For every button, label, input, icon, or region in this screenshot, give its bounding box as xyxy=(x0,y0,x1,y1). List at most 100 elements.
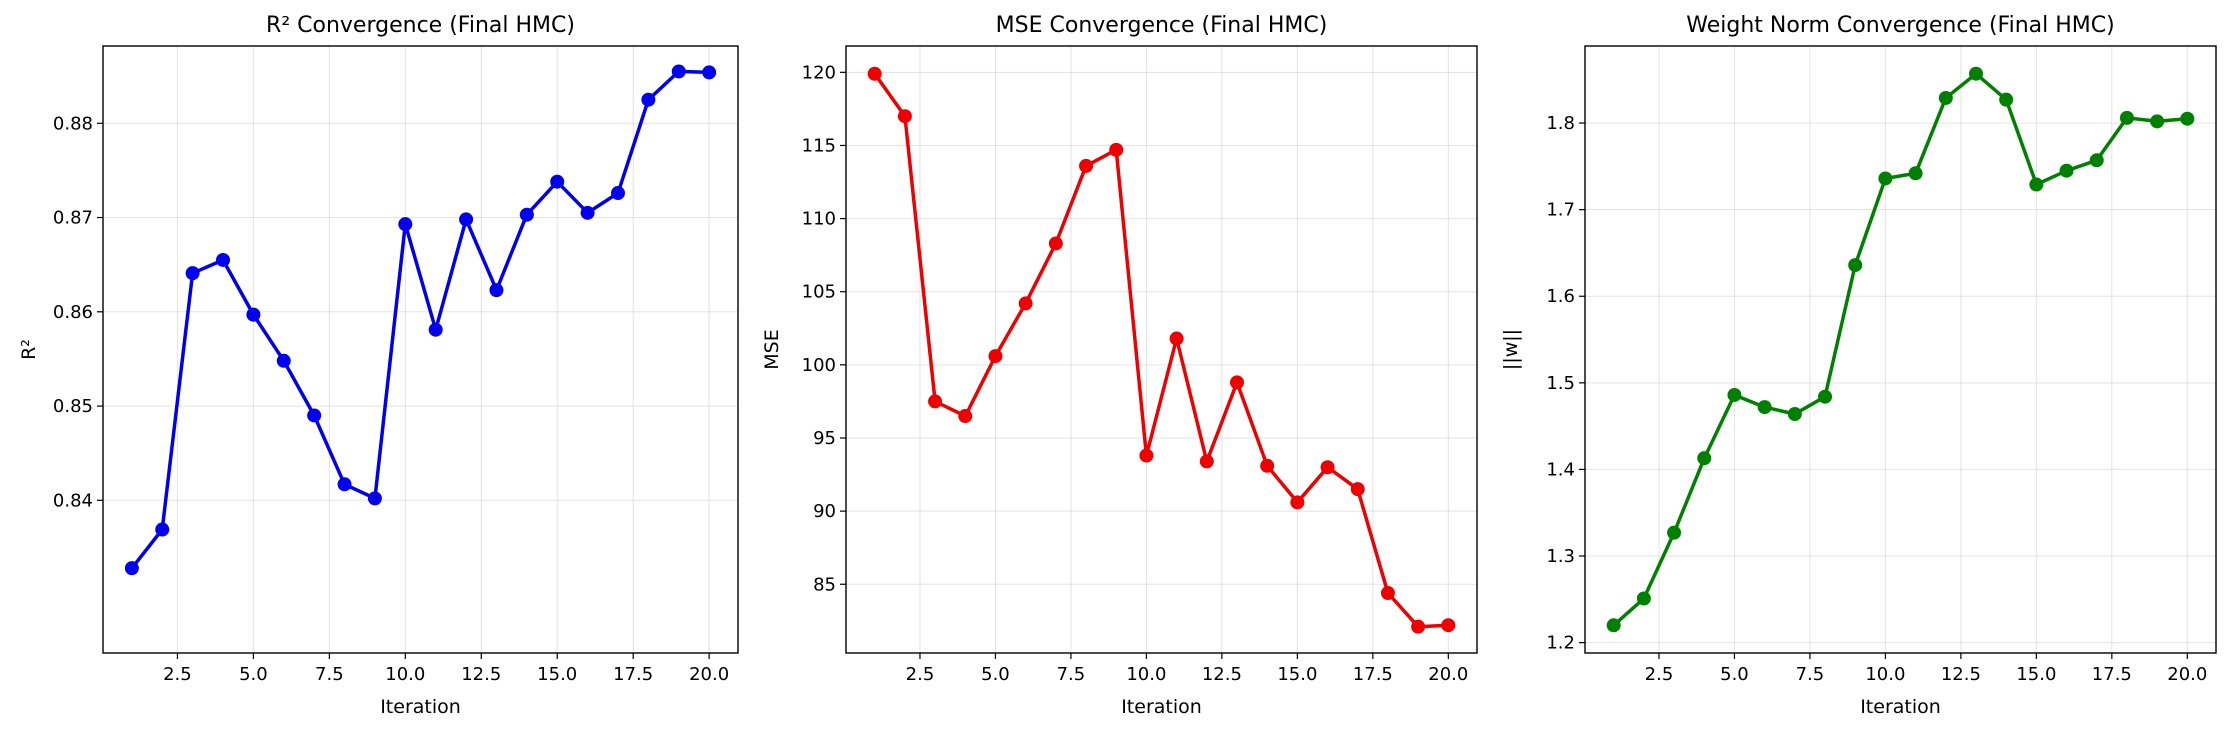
data-point xyxy=(1848,258,1863,273)
data-point xyxy=(2180,111,2195,126)
data-point xyxy=(1938,90,1953,105)
x-tick-label: 20.0 xyxy=(689,664,729,685)
x-tick-label: 7.5 xyxy=(315,664,344,685)
data-point xyxy=(1169,331,1184,346)
series-line xyxy=(130,69,710,570)
data-point xyxy=(928,394,943,409)
grid xyxy=(846,46,1477,653)
data-point xyxy=(1727,387,1742,402)
y-tick-label: 1.8 xyxy=(1546,113,1575,134)
data-point xyxy=(580,205,595,220)
x-axis-label: Iteration xyxy=(380,696,461,718)
data-point xyxy=(398,217,413,232)
x-tick-label: 15.0 xyxy=(537,664,577,685)
y-tick-label: 115 xyxy=(802,135,836,156)
data-point xyxy=(1380,586,1395,601)
y-tick-label: 100 xyxy=(802,355,836,376)
x-tick-label: 17.5 xyxy=(613,664,653,685)
y-tick-label: 1.5 xyxy=(1546,373,1575,394)
grid xyxy=(1585,46,2216,653)
chart-weight-norm-convergence: Weight Norm Convergence (Final HMC) Iter… xyxy=(1500,13,2217,718)
x-axis-label: Iteration xyxy=(1121,696,1202,718)
y-tick-label: 1.6 xyxy=(1546,286,1575,307)
ticks: 2.5 5.0 7.5 10.0 12.5 15.0 17.5 20.0 0.84 0.85 0.8… xyxy=(53,113,729,685)
y-tick-label: 1.7 xyxy=(1546,200,1575,221)
series-line xyxy=(873,72,1449,629)
y-tick-label: 0.86 xyxy=(53,302,93,323)
plot-frame xyxy=(1584,45,2217,654)
x-tick-label: 2.5 xyxy=(163,664,192,685)
y-tick-label: 105 xyxy=(802,282,836,303)
y-axis-label: R² xyxy=(18,339,40,360)
y-tick-label: 110 xyxy=(802,209,836,230)
data-point xyxy=(2150,114,2165,129)
data-point xyxy=(276,353,291,368)
y-tick-label: 0.88 xyxy=(53,113,93,134)
x-tick-label: 2.5 xyxy=(906,664,935,685)
y-tick-label: 95 xyxy=(813,428,836,449)
data-point xyxy=(671,64,686,79)
data-point xyxy=(124,561,139,576)
x-tick-label: 10.0 xyxy=(1126,664,1166,685)
data-point xyxy=(1079,158,1094,173)
x-tick-label: 17.5 xyxy=(1353,664,1393,685)
data-point xyxy=(307,408,322,423)
data-point xyxy=(1818,389,1833,404)
data-point xyxy=(2059,163,2074,178)
data-point xyxy=(1441,618,1456,633)
x-tick-label: 5.0 xyxy=(1720,664,1749,685)
data-point xyxy=(988,349,1003,364)
x-tick-label: 7.5 xyxy=(1796,664,1825,685)
x-tick-label: 10.0 xyxy=(385,664,425,685)
data-point xyxy=(519,207,534,222)
grid xyxy=(103,46,738,653)
data-point xyxy=(459,212,474,227)
chart-title: MSE Convergence (Final HMC) xyxy=(996,13,1328,38)
data-point xyxy=(1018,296,1033,311)
data-point xyxy=(1968,66,1983,81)
data-point xyxy=(897,109,912,124)
data-point xyxy=(1229,375,1244,390)
x-tick-label: 10.0 xyxy=(1865,664,1905,685)
data-point xyxy=(1697,451,1712,466)
plot-frame xyxy=(845,45,1478,654)
data-point xyxy=(641,92,656,107)
data-point xyxy=(185,266,200,281)
data-point xyxy=(1667,525,1682,540)
data-point xyxy=(367,491,382,506)
data-point xyxy=(1109,142,1124,157)
data-point xyxy=(1636,591,1651,606)
y-tick-label: 0.84 xyxy=(53,490,93,511)
x-tick-label: 17.5 xyxy=(2092,664,2132,685)
chart-title: R² Convergence (Final HMC) xyxy=(266,13,575,38)
data-point xyxy=(1787,407,1802,422)
data-point xyxy=(1606,618,1621,633)
y-axis-label: MSE xyxy=(761,329,783,369)
data-point xyxy=(1320,460,1335,475)
x-tick-label: 12.5 xyxy=(1941,664,1981,685)
data-point xyxy=(1999,92,2014,107)
data-point xyxy=(1290,495,1305,510)
data-point xyxy=(2029,177,2044,192)
data-point xyxy=(867,66,882,81)
x-tick-label: 5.0 xyxy=(239,664,268,685)
data-point xyxy=(246,307,261,322)
x-tick-label: 12.5 xyxy=(461,664,501,685)
y-tick-label: 85 xyxy=(813,574,836,595)
y-tick-label: 1.4 xyxy=(1546,459,1575,480)
x-tick-label: 15.0 xyxy=(1277,664,1317,685)
data-point xyxy=(550,174,565,189)
plot-frame xyxy=(102,45,739,654)
data-point xyxy=(2089,153,2104,168)
y-tick-label: 120 xyxy=(802,62,836,83)
y-tick-label: 0.87 xyxy=(53,208,93,229)
data-point xyxy=(1878,171,1893,186)
chart-title: Weight Norm Convergence (Final HMC) xyxy=(1686,13,2114,38)
data-point xyxy=(337,477,352,492)
x-axis-label: Iteration xyxy=(1860,696,1941,718)
x-tick-label: 7.5 xyxy=(1057,664,1086,685)
y-tick-label: 90 xyxy=(813,501,836,522)
y-tick-label: 0.85 xyxy=(53,396,93,417)
data-point xyxy=(1139,448,1154,463)
data-point xyxy=(610,186,625,201)
